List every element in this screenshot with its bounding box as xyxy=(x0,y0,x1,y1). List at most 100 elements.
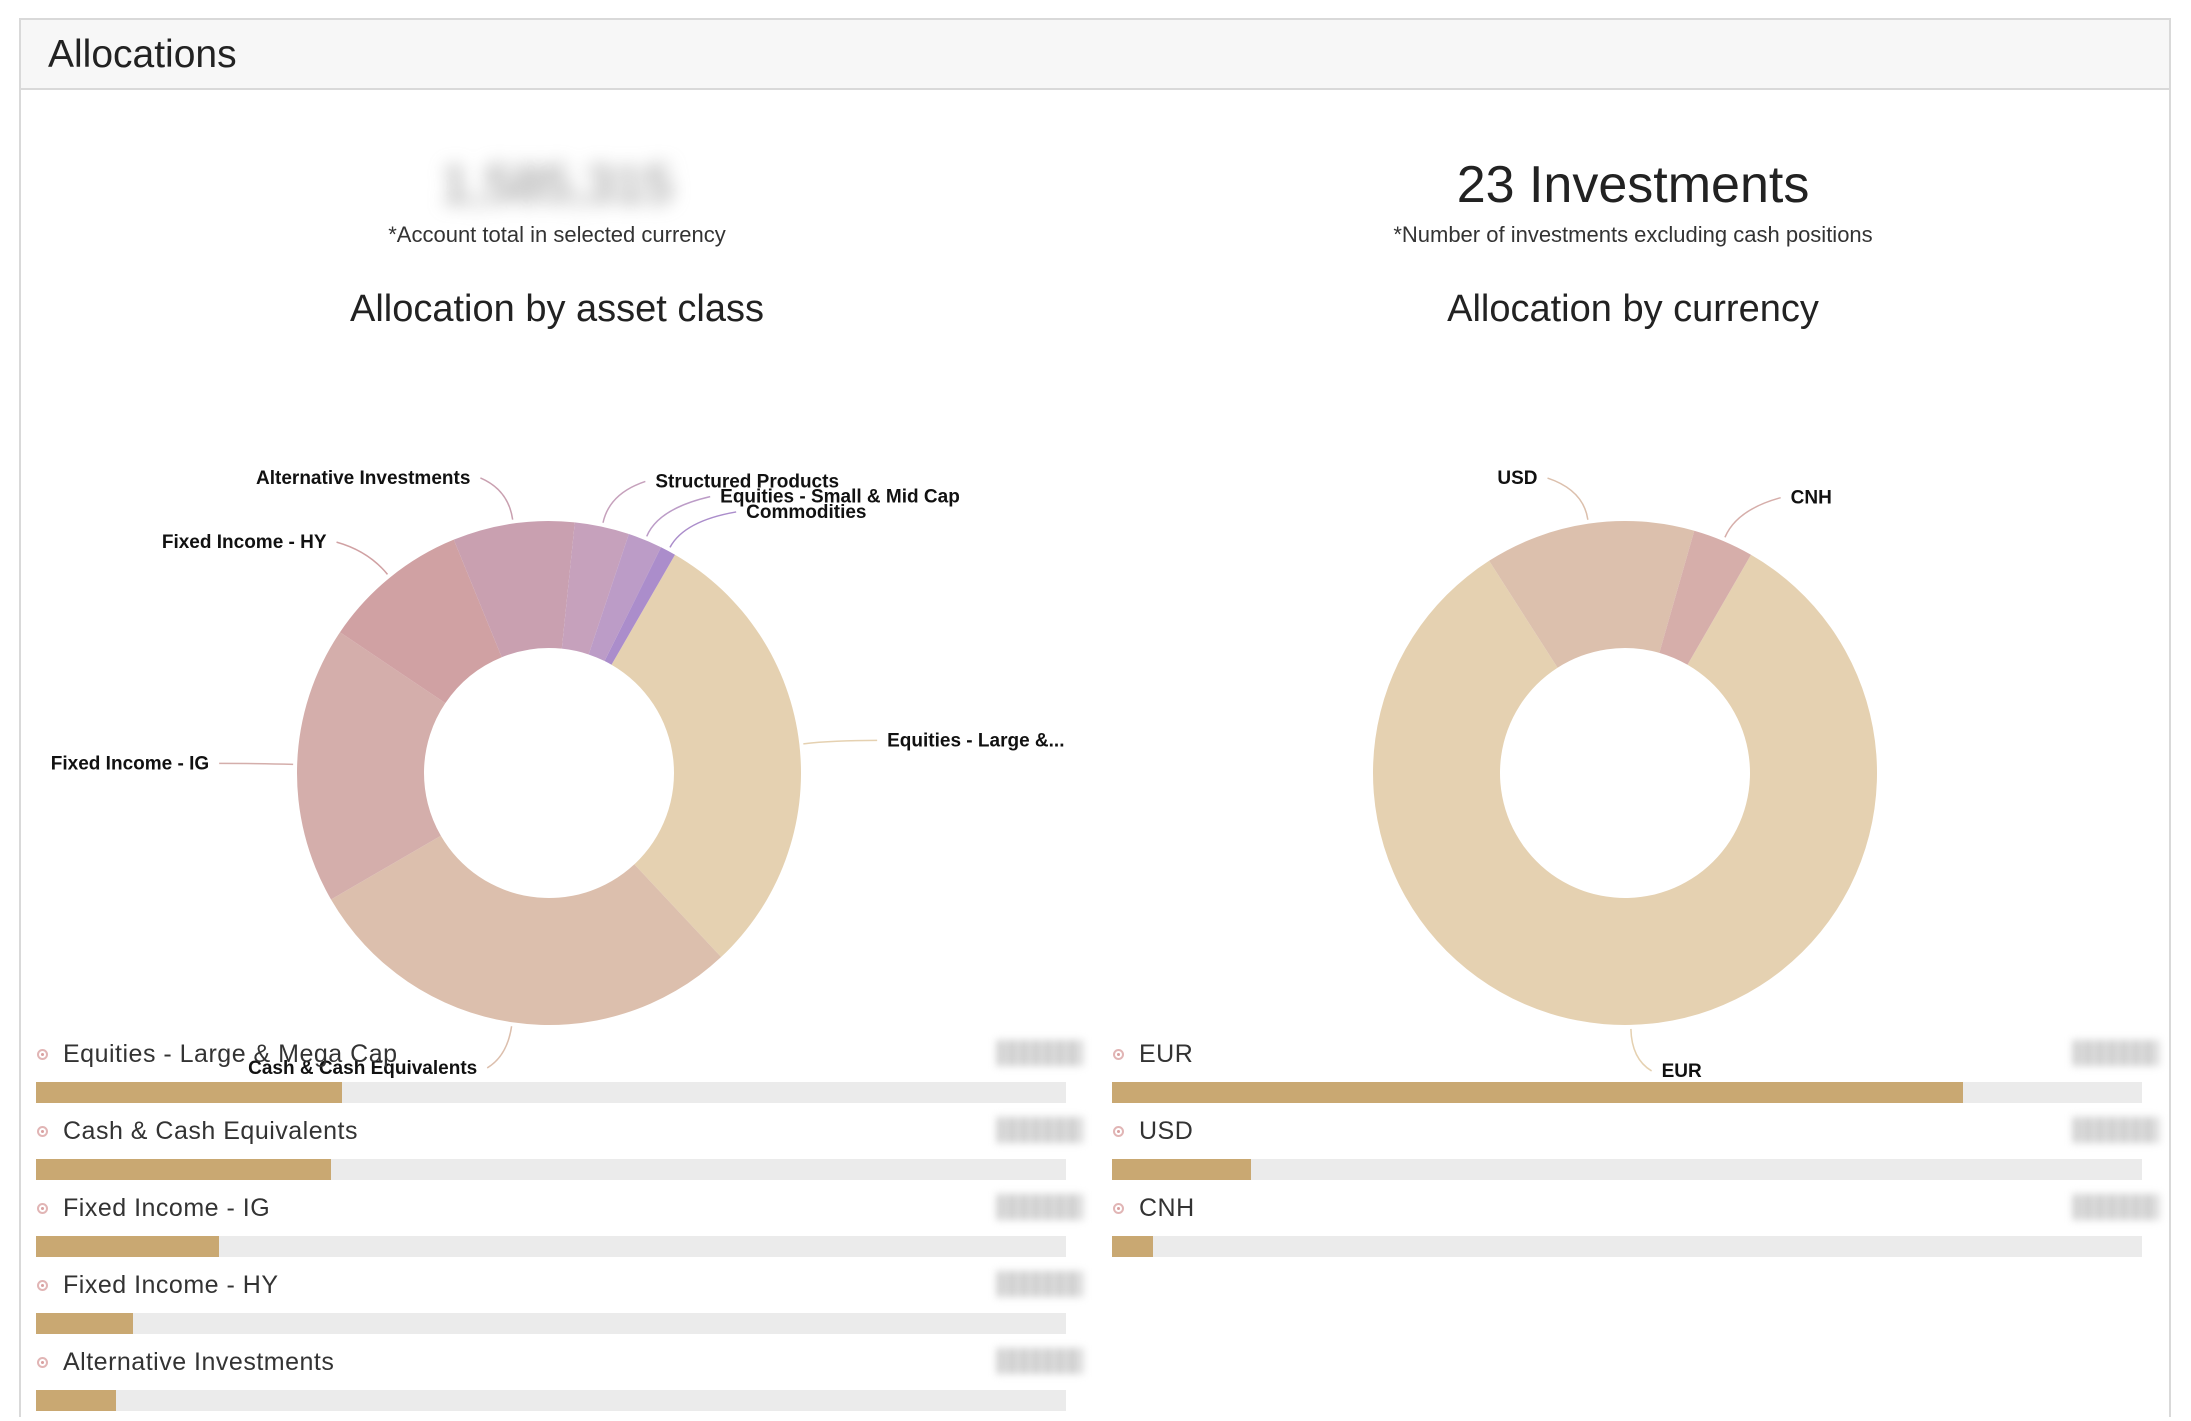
list-item-fixed-income-ig[interactable]: Fixed Income - IG xyxy=(19,1190,1095,1267)
leader-line-usd xyxy=(1547,477,1589,520)
list-item-label: USD xyxy=(1139,1116,1194,1145)
list-item-cash-cash-equivalents[interactable]: Cash & Cash Equivalents xyxy=(19,1113,1095,1190)
list-item-header: Equities - Large & Mega Cap xyxy=(37,1036,398,1072)
panel-header: Allocations xyxy=(21,20,2169,90)
slice-fixed-income-hy[interactable] xyxy=(339,539,502,704)
target-circle-icon xyxy=(1113,1125,1124,1137)
leader-line-structured-products xyxy=(602,480,646,523)
slice-label-fixed-income-hy: Fixed Income - HY xyxy=(162,532,327,553)
allocation-bar-track xyxy=(1112,1236,2142,1257)
allocation-bar-track xyxy=(36,1313,1066,1334)
slice-label-cnh: CNH xyxy=(1791,488,1832,509)
target-circle-icon xyxy=(37,1279,48,1291)
list-item-label: Fixed Income - IG xyxy=(63,1193,271,1222)
leader-line-commodities xyxy=(669,511,737,548)
allocation-bar-fill xyxy=(1112,1236,1154,1257)
leader-line-cnh xyxy=(1724,496,1781,538)
leader-line-equities-large xyxy=(803,739,878,745)
leader-line-eur xyxy=(1630,1028,1652,1072)
list-item-value-redacted xyxy=(997,1271,1083,1297)
slice-commodities[interactable] xyxy=(604,547,675,665)
allocation-bar-track xyxy=(1112,1082,2142,1103)
list-item-value-redacted xyxy=(2073,1040,2159,1066)
asset-class-chart-title: Allocation by asset class xyxy=(350,288,764,330)
slice-label-alternative-investments: Alternative Investments xyxy=(256,468,470,489)
allocation-bar-fill xyxy=(36,1082,342,1103)
slice-usd[interactable] xyxy=(1489,521,1695,668)
slice-structured-products[interactable] xyxy=(561,522,629,655)
allocation-bar-track xyxy=(36,1236,1066,1257)
target-circle-icon xyxy=(1113,1048,1124,1060)
slice-label-eur: EUR xyxy=(1662,1061,1702,1082)
list-item-value-redacted xyxy=(997,1194,1083,1220)
currency-list: EUR USD CNH xyxy=(1095,1036,2171,1267)
list-item-fixed-income-hy[interactable]: Fixed Income - HY xyxy=(19,1267,1095,1344)
allocation-bar-track xyxy=(36,1390,1066,1411)
slice-equities-small-mid-cap[interactable] xyxy=(588,533,662,662)
leader-line-fixed-income-hy xyxy=(336,541,389,575)
list-item-header: Fixed Income - IG xyxy=(37,1190,270,1226)
slice-label-usd: USD xyxy=(1497,468,1537,489)
list-item-value-redacted xyxy=(997,1117,1083,1143)
slice-alternative-investments[interactable] xyxy=(453,521,575,658)
allocation-bar-fill xyxy=(36,1236,220,1257)
list-item-header: Cash & Cash Equivalents xyxy=(37,1113,358,1149)
allocation-bar-fill xyxy=(1112,1082,1963,1103)
allocation-bar-fill xyxy=(36,1313,133,1334)
currency-chart-title: Allocation by currency xyxy=(1447,288,1819,330)
target-circle-icon xyxy=(37,1048,48,1060)
target-circle-icon xyxy=(1113,1202,1124,1214)
slice-label-equities-large: Equities - Large &... xyxy=(887,730,1064,751)
leader-line-cash-cash-equivalents xyxy=(486,1026,513,1069)
target-circle-icon xyxy=(37,1356,48,1368)
investment-count: 23 Investments xyxy=(1456,156,1810,214)
currency-donut-chart: EUR USD CNH xyxy=(1373,468,1877,1082)
slice-fixed-income-ig[interactable] xyxy=(297,632,446,900)
allocation-bar-track xyxy=(36,1082,1066,1103)
list-item-eur[interactable]: EUR xyxy=(1095,1036,2171,1113)
list-item-value-redacted xyxy=(997,1348,1083,1374)
asset-class-column: 1,585,315 *Account total in selected cur… xyxy=(19,88,1095,1417)
investment-count-note: *Number of investments excluding cash po… xyxy=(1393,222,1873,247)
slice-eur[interactable] xyxy=(1373,554,1877,1025)
list-item-label: CNH xyxy=(1139,1193,1195,1222)
slice-equities-large[interactable] xyxy=(611,554,801,958)
slice-label-equities-small-mid-cap: Equities - Small & Mid Cap xyxy=(720,487,960,508)
leader-line-alternative-investments xyxy=(480,477,514,520)
allocation-bar-fill xyxy=(36,1159,331,1180)
currency-column: 23 Investments *Number of investments ex… xyxy=(1095,88,2171,1417)
slice-label-commodities: Commodities xyxy=(746,502,866,523)
list-item-value-redacted xyxy=(997,1040,1083,1066)
list-item-label: EUR xyxy=(1139,1039,1194,1068)
list-item-header: Fixed Income - HY xyxy=(37,1267,279,1303)
allocation-bar-fill xyxy=(1112,1159,1252,1180)
list-item-alternative-investments[interactable]: Alternative Investments xyxy=(19,1344,1095,1421)
slice-label-structured-products: Structured Products xyxy=(655,471,839,492)
list-item-header: EUR xyxy=(1113,1036,1193,1072)
slice-cash-cash-equivalents[interactable] xyxy=(331,835,722,1025)
list-item-cnh[interactable]: CNH xyxy=(1095,1190,2171,1267)
leader-line-fixed-income-ig xyxy=(219,762,294,766)
panel-title: Allocations xyxy=(48,33,237,76)
target-circle-icon xyxy=(37,1202,48,1214)
list-item-equities-large-mega-cap[interactable]: Equities - Large & Mega Cap xyxy=(19,1036,1095,1113)
account-total-note: *Account total in selected currency xyxy=(388,222,726,247)
slice-label-cash-cash-equivalents: Cash & Cash Equivalents xyxy=(248,1058,477,1079)
leader-line-equities-small-mid-cap xyxy=(646,495,711,537)
allocation-bar-fill xyxy=(36,1390,117,1411)
list-item-label: Alternative Investments xyxy=(63,1347,335,1376)
list-item-header: USD xyxy=(1113,1113,1193,1149)
slice-cnh[interactable] xyxy=(1659,530,1751,665)
list-item-value-redacted xyxy=(2073,1194,2159,1220)
asset-class-donut-chart: Equities - Large &... Cash & Cash Equival… xyxy=(51,468,1065,1079)
asset-class-list: Equities - Large & Mega Cap Cash & Cash E… xyxy=(19,1036,1095,1421)
list-item-header: Alternative Investments xyxy=(37,1344,334,1380)
list-item-header: CNH xyxy=(1113,1190,1195,1226)
target-circle-icon xyxy=(37,1125,48,1137)
account-total-value: 1,585,315 xyxy=(441,156,673,214)
list-item-usd[interactable]: USD xyxy=(1095,1113,2171,1190)
list-item-value-redacted xyxy=(2073,1117,2159,1143)
allocation-bar-track xyxy=(36,1159,1066,1180)
account-total: 1,585,315 xyxy=(19,154,1095,216)
list-item-label: Fixed Income - HY xyxy=(63,1270,279,1299)
